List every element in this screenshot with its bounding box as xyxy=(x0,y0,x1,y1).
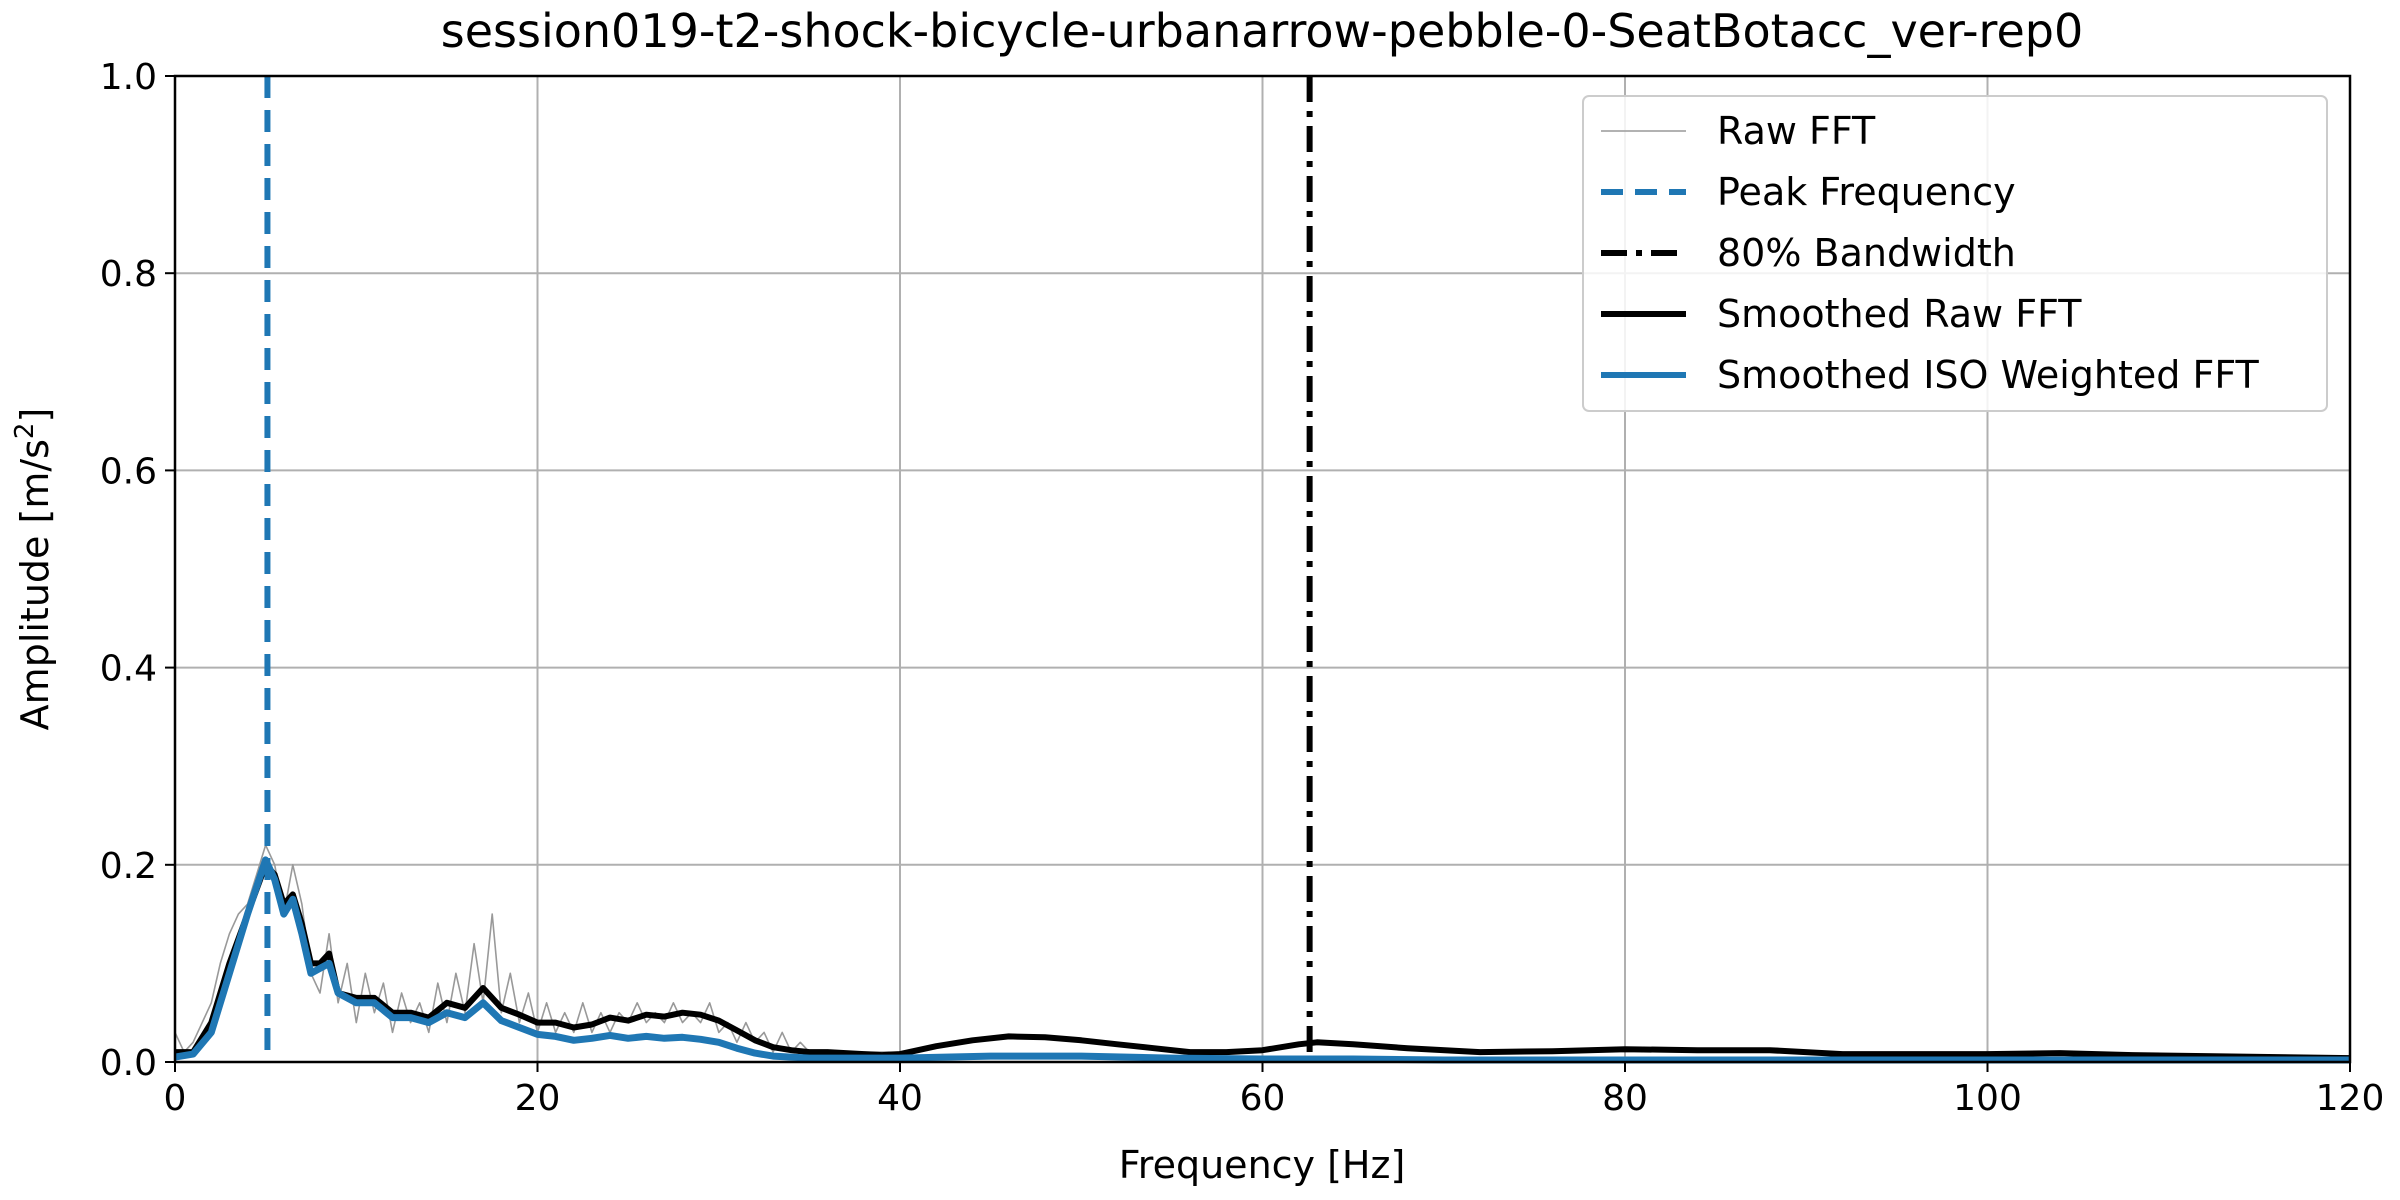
x-tick-label: 0 xyxy=(164,1078,187,1119)
y-tick-label: 0.2 xyxy=(100,846,157,887)
y-tick-label: 0.6 xyxy=(100,451,157,492)
legend-label: Smoothed ISO Weighted FFT xyxy=(1717,353,2260,397)
y-axis-label-end: ] xyxy=(13,408,57,423)
y-tick-label: 0.0 xyxy=(100,1043,157,1084)
x-axis-ticks: 0 20 40 60 80 100 120 xyxy=(164,1062,2385,1119)
chart-title: session019-t2-shock-bicycle-urbanarrow-p… xyxy=(441,4,2083,58)
legend-label: Peak Frequency xyxy=(1717,170,2016,214)
y-axis-ticks: 0.0 0.2 0.4 0.6 0.8 1.0 xyxy=(100,57,175,1084)
y-tick-label: 0.8 xyxy=(100,254,157,295)
y-tick-label: 0.4 xyxy=(100,649,157,690)
y-tick-label: 1.0 xyxy=(100,57,157,98)
x-tick-label: 120 xyxy=(2316,1078,2385,1119)
x-tick-label: 100 xyxy=(1953,1078,2022,1119)
reference-lines xyxy=(267,76,1309,1062)
legend-label: Smoothed Raw FFT xyxy=(1717,292,2082,336)
y-axis-label-sup: 2 xyxy=(10,423,40,440)
legend: Raw FFT Peak Frequency 80% Bandwidth Smooth… xyxy=(1583,96,2327,411)
y-axis-label-main: Amplitude [m/s xyxy=(13,439,57,730)
legend-label: 80% Bandwidth xyxy=(1717,231,2016,275)
x-axis-label: Frequency [Hz] xyxy=(1119,1143,1406,1187)
x-tick-label: 80 xyxy=(1602,1078,1648,1119)
x-tick-label: 20 xyxy=(515,1078,561,1119)
x-tick-label: 60 xyxy=(1240,1078,1286,1119)
x-tick-label: 40 xyxy=(877,1078,923,1119)
y-axis-label: Amplitude [m/s2] xyxy=(10,408,57,731)
legend-label: Raw FFT xyxy=(1717,109,1876,153)
